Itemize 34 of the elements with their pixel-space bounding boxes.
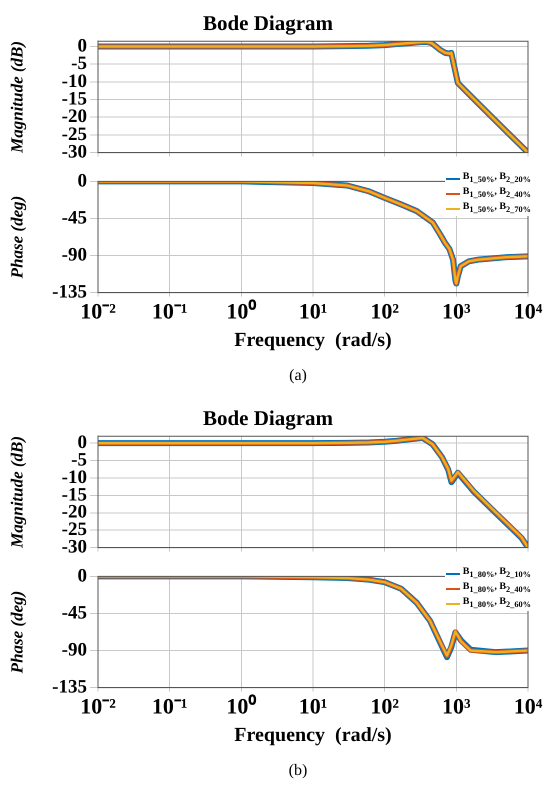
text: (a) — [288, 367, 308, 385]
x-tick-label: 10² — [370, 298, 400, 324]
x-axis-title: Frequency (rad/s) — [234, 724, 392, 746]
y-tick-label: -45 — [62, 602, 87, 624]
y-tick-label: -90 — [62, 244, 87, 266]
x-tick-label: 10² — [370, 693, 400, 718]
x-tick-label: 10⁻¹ — [152, 693, 188, 718]
x-tick-label: 10¹ — [298, 298, 328, 324]
x-tick-label: 10³ — [442, 298, 472, 324]
y-tick-label: -45 — [62, 207, 87, 228]
x-tick-label: 10¹ — [298, 693, 328, 718]
legend-label: B$_{1_80%}$, B$_{2_60%}$ — [462, 596, 531, 611]
x-tick-label: 10⁻¹ — [152, 298, 188, 324]
x-tick-label: 10⁰ — [226, 693, 256, 718]
text: (b) — [288, 762, 308, 780]
legend-label: B$_{1_80%}$, B$_{2_10%}$ — [462, 566, 531, 581]
y-axis-title: Magnitude (dB) — [8, 436, 27, 549]
legend-label: B$_{1_50%}$, B$_{2_40%}$ — [462, 186, 531, 201]
y-axis-title: Phase (deg) — [8, 590, 27, 674]
x-tick-label: 10⁰ — [226, 298, 256, 324]
legend-label: B$_{1_50%}$, B$_{2_20%}$ — [462, 171, 531, 186]
y-tick-label: -90 — [62, 639, 87, 660]
x-tick-label: 10⁴ — [514, 298, 543, 324]
chart-title: Bode Diagram — [202, 11, 334, 36]
x-axis-title: Frequency (rad/s) — [234, 329, 392, 352]
legend-label: B$_{1_80%}$, B$_{2_40%}$ — [462, 581, 531, 596]
chart-title: Bode Diagram — [202, 406, 334, 430]
y-axis-title: Phase (deg) — [8, 196, 27, 280]
y-tick-label: 0 — [78, 565, 87, 586]
legend-label: B$_{1_50%}$, B$_{2_70%}$ — [462, 201, 531, 216]
y-axis-title: Magnitude (dB) — [8, 40, 27, 154]
x-tick-label: 10⁴ — [514, 693, 543, 718]
x-tick-label: 10³ — [442, 693, 472, 718]
y-tick-label: 0 — [78, 170, 87, 192]
